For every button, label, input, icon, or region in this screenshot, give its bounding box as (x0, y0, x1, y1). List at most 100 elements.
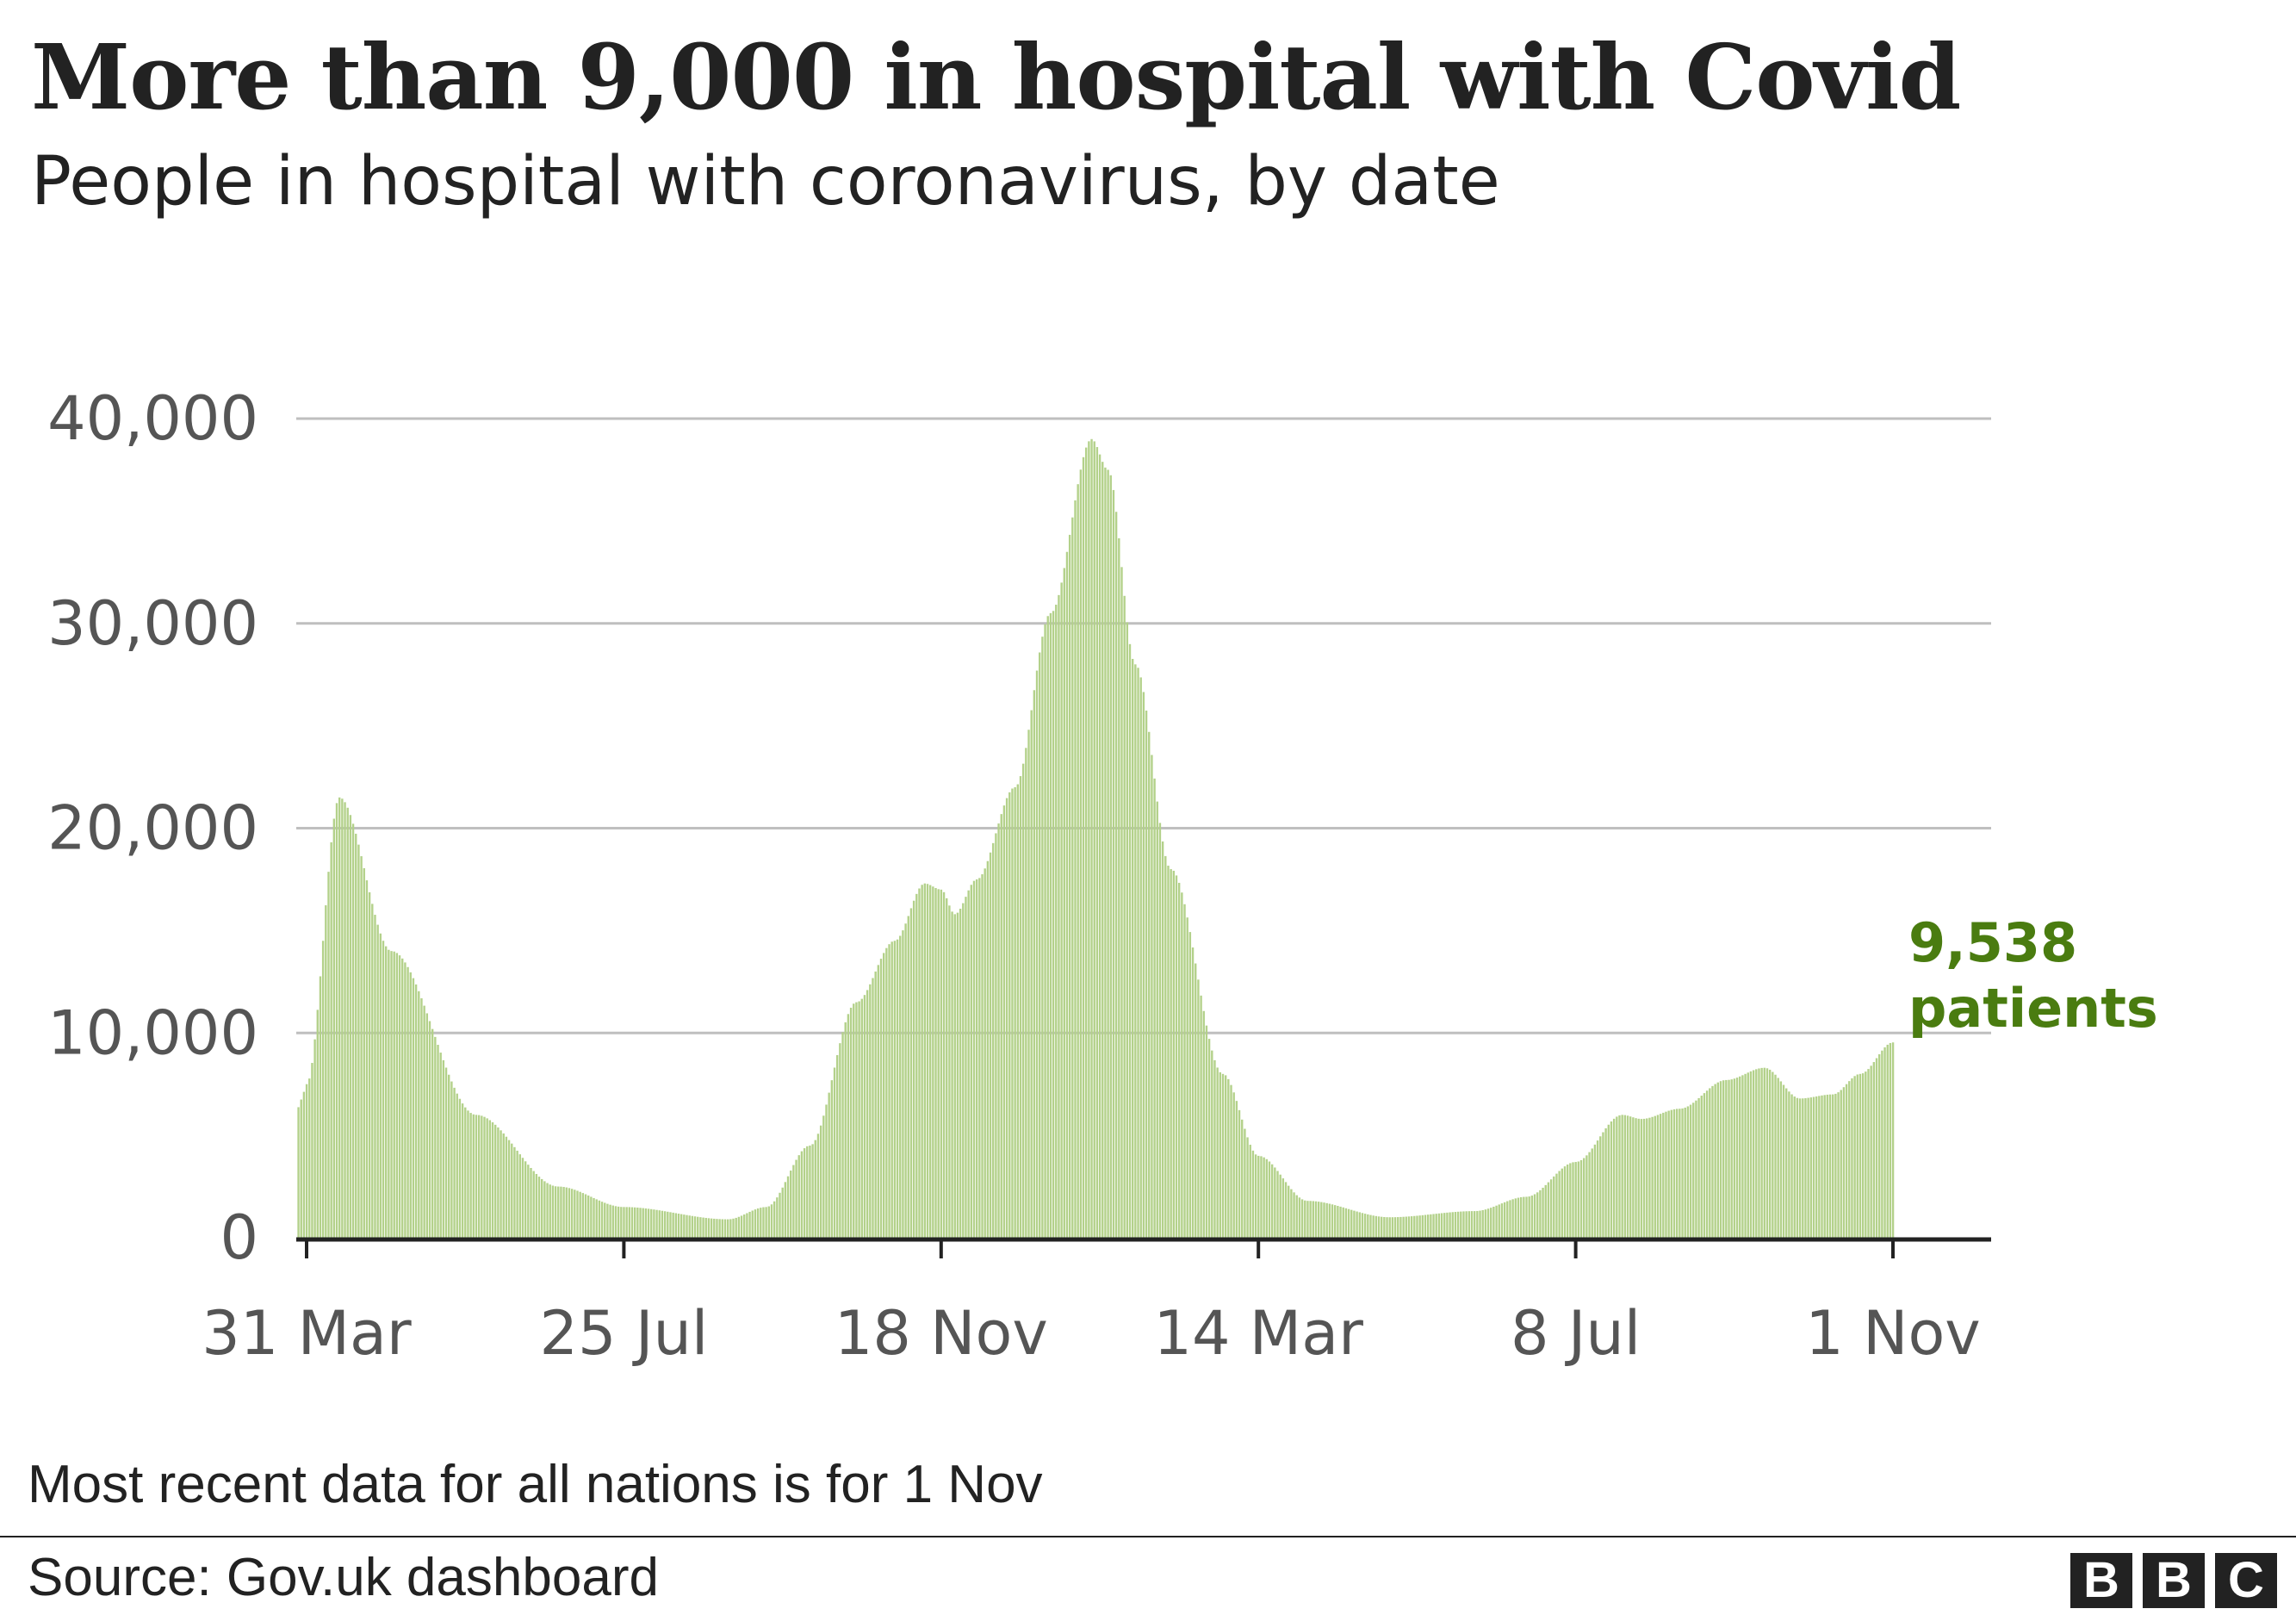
bar (822, 1115, 825, 1238)
logo-letter: B (2143, 1553, 2205, 1608)
bar (1533, 1194, 1536, 1238)
bar (693, 1216, 697, 1238)
x-tick-label: 31 Mar (202, 1298, 412, 1369)
bar (669, 1212, 672, 1238)
bar (740, 1215, 743, 1238)
bar (1363, 1214, 1367, 1238)
bar (1334, 1205, 1337, 1238)
bar (349, 815, 352, 1238)
bar (1728, 1079, 1730, 1238)
bar (1506, 1201, 1509, 1238)
bar (909, 908, 913, 1238)
bar (297, 1107, 300, 1238)
bar (1878, 1053, 1881, 1238)
bar (1785, 1088, 1788, 1238)
bar (1672, 1109, 1676, 1238)
bar (1181, 892, 1183, 1238)
bar (1577, 1161, 1580, 1238)
bar (590, 1196, 593, 1238)
bar (1523, 1196, 1525, 1238)
bar (371, 904, 374, 1238)
bar (814, 1140, 816, 1238)
bar (464, 1107, 467, 1238)
bar (1430, 1214, 1432, 1238)
bar (975, 879, 978, 1238)
bar (937, 889, 940, 1238)
bar (748, 1211, 751, 1238)
bar (784, 1182, 787, 1238)
bar (431, 1028, 434, 1238)
latest-value-unit-label: patients (1908, 977, 2158, 1040)
bar (767, 1206, 770, 1238)
source-note: Source: Gov.uk dashboard (28, 1548, 659, 1607)
bar (1128, 643, 1132, 1238)
bar (1139, 677, 1142, 1238)
logo-letter: C (2215, 1553, 2277, 1608)
bar (524, 1161, 527, 1238)
bar (1686, 1106, 1690, 1238)
bar (970, 885, 972, 1238)
bar (341, 798, 344, 1238)
bar (537, 1177, 541, 1238)
bar (932, 886, 934, 1238)
bar (1629, 1116, 1632, 1238)
bar (1224, 1075, 1227, 1238)
bar (453, 1087, 456, 1238)
x-axis-labels: 31 Mar 25 Jul 18 Nov 14 Mar 8 Jul 1 Nov (202, 1298, 1980, 1369)
bar (1593, 1144, 1597, 1238)
bar (606, 1203, 609, 1238)
footnote: Most recent data for all nations is for … (28, 1455, 1043, 1514)
bar (1132, 658, 1134, 1238)
bar (1350, 1209, 1353, 1238)
bar (667, 1211, 669, 1238)
bar (505, 1136, 508, 1238)
bar (1227, 1078, 1230, 1238)
bar (458, 1098, 462, 1238)
bar (877, 965, 880, 1238)
bar (1705, 1090, 1709, 1238)
bar (418, 991, 420, 1238)
bar (338, 797, 341, 1238)
bar (1410, 1216, 1413, 1238)
bar (611, 1205, 614, 1238)
bar (1134, 664, 1137, 1238)
bar (1304, 1200, 1306, 1238)
bar (1101, 462, 1104, 1238)
bar (779, 1192, 781, 1238)
bar (355, 833, 357, 1238)
bar (811, 1144, 814, 1238)
bar (513, 1146, 516, 1238)
bar (625, 1207, 628, 1238)
x-tick-label: 1 Nov (1805, 1298, 1980, 1369)
bar (716, 1219, 718, 1238)
bar (1790, 1094, 1793, 1238)
bar (940, 889, 943, 1238)
bar (316, 1009, 319, 1238)
bar (1041, 637, 1044, 1238)
x-axis (296, 1237, 1991, 1258)
bar (770, 1204, 773, 1238)
bar (1137, 668, 1139, 1238)
bar (1547, 1182, 1550, 1238)
bar (1114, 512, 1118, 1238)
bar (1449, 1212, 1451, 1238)
bar (1755, 1069, 1758, 1238)
bar (743, 1214, 746, 1238)
bar (1074, 500, 1077, 1238)
bar (984, 868, 986, 1238)
bar (617, 1206, 620, 1238)
bar (1563, 1166, 1567, 1238)
bar (365, 880, 369, 1238)
y-tick-label: 10,000 (47, 997, 258, 1068)
bar (1347, 1208, 1350, 1238)
bar (442, 1059, 445, 1238)
bar (672, 1212, 674, 1238)
bar (374, 915, 376, 1238)
bar (800, 1151, 804, 1238)
bar (1098, 454, 1101, 1238)
bar (456, 1093, 458, 1238)
bar (1856, 1074, 1859, 1238)
bar (1035, 670, 1039, 1238)
bar (658, 1210, 661, 1238)
bar (604, 1202, 606, 1238)
